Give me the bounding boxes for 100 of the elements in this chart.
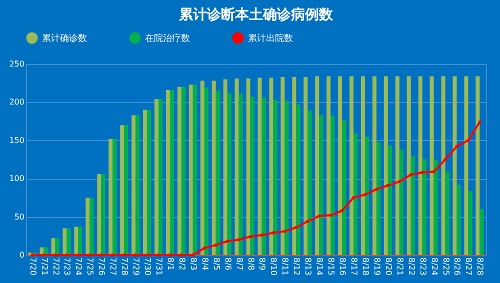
x-tick-label: 8/13 (304, 258, 313, 276)
x-tick-label: 7/22 (51, 258, 60, 276)
point (363, 193, 367, 196)
point (398, 180, 401, 184)
bar (308, 110, 312, 255)
x-tick-label: 8/12 (292, 258, 302, 276)
x-tick-label: 7/20 (28, 258, 38, 276)
bar (74, 226, 78, 255)
x-tick-label: 8/6 (223, 258, 232, 270)
point (272, 231, 275, 234)
x-tick-label: 8/4 (200, 258, 210, 270)
bar (388, 146, 392, 255)
bar (304, 76, 308, 255)
x-tick-label: 8/3 (188, 258, 198, 270)
point (420, 170, 424, 174)
bar (464, 76, 468, 255)
x-tick-label: 8/26 (452, 258, 462, 276)
bar (216, 90, 220, 255)
x-tick-label: 8/8 (246, 258, 256, 270)
x-tick-label: 8/7 (234, 258, 244, 270)
bar (445, 172, 450, 255)
x-tick-label: 8/15 (326, 258, 336, 276)
x-tick-label: 8/19 (372, 258, 382, 276)
bar (372, 76, 376, 255)
bar (338, 76, 342, 255)
bar (326, 76, 331, 255)
point (478, 120, 482, 124)
bar (55, 238, 60, 255)
point (432, 170, 436, 174)
bar (158, 99, 163, 255)
y-tick-label: 250 (9, 60, 24, 68)
point (76, 253, 80, 257)
point (100, 253, 103, 257)
x-tick-label: 7/28 (120, 258, 130, 276)
point (191, 253, 194, 257)
bar (315, 76, 320, 255)
bar (468, 190, 472, 255)
bar (147, 110, 152, 255)
point (111, 253, 114, 257)
point (386, 184, 390, 188)
point (168, 253, 172, 257)
bar (227, 93, 232, 255)
x-tick-label: 8/5 (212, 258, 221, 270)
x-tick-label: 8/23 (418, 258, 428, 276)
y-tick-label: 150 (9, 136, 24, 145)
point (352, 196, 356, 200)
point (145, 253, 149, 257)
x-tick-label: 7/23 (62, 258, 72, 276)
bar (422, 158, 426, 255)
bar (238, 94, 243, 255)
x-tick-label: 7/29 (132, 258, 141, 276)
bar (269, 78, 274, 255)
x-tick-label: 8/28 (476, 258, 485, 276)
bar (395, 76, 400, 255)
point (65, 253, 68, 257)
x-tick-label: 7/25 (86, 258, 95, 276)
bar (177, 86, 182, 255)
x-tick-label: 8/1 (166, 258, 175, 270)
bar (132, 115, 136, 255)
x-tick-label: 8/18 (360, 258, 370, 276)
y-tick-label: 50 (14, 212, 24, 222)
point (180, 253, 184, 257)
line-series (30, 120, 482, 257)
point (283, 230, 286, 233)
x-tick-label: 8/11 (280, 258, 290, 276)
point (340, 209, 344, 212)
bar (284, 100, 289, 255)
bar (204, 88, 208, 255)
point (214, 243, 218, 247)
bar (399, 150, 404, 255)
bar (62, 228, 67, 255)
point (156, 253, 160, 257)
x-tick-label: 7/24 (74, 258, 84, 276)
bar (223, 79, 228, 255)
legend-label: 累计出院数 (248, 33, 293, 44)
bar (112, 138, 117, 255)
legend-label: 累计确诊数 (42, 33, 87, 44)
point (122, 253, 126, 257)
point (455, 144, 458, 148)
bar (434, 160, 438, 255)
point (226, 240, 229, 243)
x-tick-label: 8/9 (258, 258, 267, 270)
bar (200, 80, 204, 255)
point (444, 158, 447, 162)
bar (212, 80, 216, 255)
x-tick-label: 8/16 (338, 258, 348, 276)
point (260, 234, 264, 237)
bar (384, 76, 388, 255)
bar (181, 86, 186, 255)
bar (456, 184, 461, 255)
y-tick-label: 0 (19, 250, 24, 260)
bar (292, 76, 296, 255)
point (248, 235, 252, 238)
bar (430, 76, 434, 255)
x-tick-label: 7/30 (143, 258, 152, 276)
bar (120, 125, 124, 255)
point (54, 253, 57, 257)
bar (360, 76, 365, 255)
x-tick-label: 8/10 (269, 258, 278, 276)
x-tick-label: 7/26 (97, 258, 106, 276)
